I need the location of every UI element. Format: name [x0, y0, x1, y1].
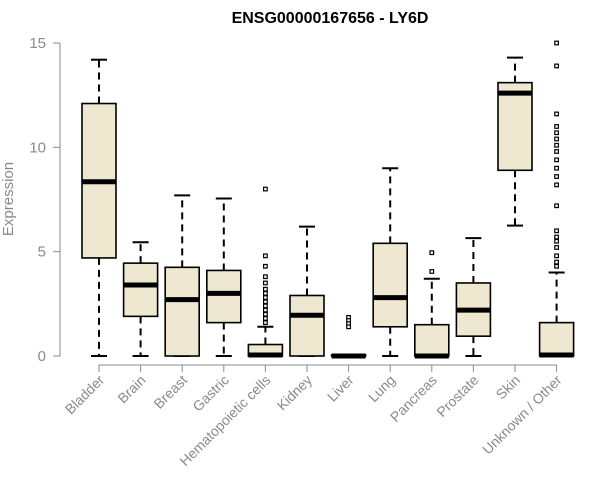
outlier-point [263, 320, 268, 326]
outlier-point [263, 280, 268, 286]
y-tick-label: 10 [29, 139, 46, 156]
outlier-point [554, 157, 559, 163]
outlier-point [554, 111, 559, 117]
box [538, 321, 575, 357]
box-group [538, 40, 575, 358]
outlier-point [263, 311, 268, 317]
outlier-point [263, 303, 268, 309]
chart-title: ENSG00000167656 - LY6D [232, 10, 429, 27]
x-tick-label: Kidney [274, 372, 316, 414]
x-tick-label: Breast [150, 372, 190, 412]
outlier-point [554, 228, 559, 234]
outlier-point [554, 259, 559, 265]
outlier-point [554, 182, 559, 188]
outlier-point [554, 238, 559, 244]
outlier-point [554, 136, 559, 142]
x-tick-label: Skin [493, 372, 524, 403]
box [164, 266, 200, 357]
outlier-point [554, 63, 559, 69]
box-group [164, 194, 200, 357]
outlier-point [554, 142, 559, 148]
outlier-point [554, 234, 559, 240]
outlier-point [263, 299, 268, 305]
y-axis-label: Expression [0, 162, 17, 236]
x-tick-label: Lung [365, 372, 398, 405]
outlier-point [554, 40, 559, 46]
outlier-point [554, 149, 559, 154]
x-tick-label: Liver [324, 372, 357, 405]
outlier-point [429, 250, 435, 256]
outlier-point [263, 274, 268, 280]
outlier-point [263, 253, 268, 259]
box-group [81, 58, 117, 357]
outlier-point [263, 291, 268, 296]
box [206, 269, 242, 324]
x-tick-label: Prostate [433, 372, 481, 420]
box-group [413, 250, 450, 359]
outlier-point [554, 174, 559, 179]
outlier-point [554, 203, 559, 209]
box-group [330, 314, 367, 359]
box-group [455, 237, 492, 357]
outlier-point [346, 324, 351, 330]
box-group [206, 197, 242, 357]
outlier-point [429, 269, 435, 274]
box-group [247, 186, 284, 358]
outlier-point [263, 186, 268, 192]
box [413, 323, 450, 357]
outlier-point [263, 316, 268, 321]
box-group [372, 167, 409, 357]
outlier-point [554, 245, 559, 250]
boxes [81, 40, 575, 359]
box [372, 242, 409, 328]
outlier-point [554, 253, 559, 259]
outlier-point [554, 124, 559, 129]
box-group [122, 241, 159, 357]
x-tick-label: Brain [114, 372, 148, 406]
outlier-point [554, 165, 559, 171]
outlier-point [263, 307, 268, 313]
box-group [289, 225, 325, 357]
y-tick-label: 15 [29, 35, 46, 52]
y-tick-label: 5 [38, 244, 46, 261]
outlier-point [263, 286, 268, 292]
outlier-point [263, 263, 268, 269]
x-tick-label: Unknown / Other [479, 372, 565, 458]
box [497, 81, 533, 172]
outlier-point [554, 263, 559, 269]
y-tick-label: 0 [38, 348, 46, 365]
x-tick-label: Bladder [62, 372, 108, 418]
outlier-point [554, 130, 559, 136]
box-group [497, 56, 533, 227]
box [289, 294, 325, 357]
outlier-point [263, 295, 268, 300]
box [122, 262, 159, 318]
